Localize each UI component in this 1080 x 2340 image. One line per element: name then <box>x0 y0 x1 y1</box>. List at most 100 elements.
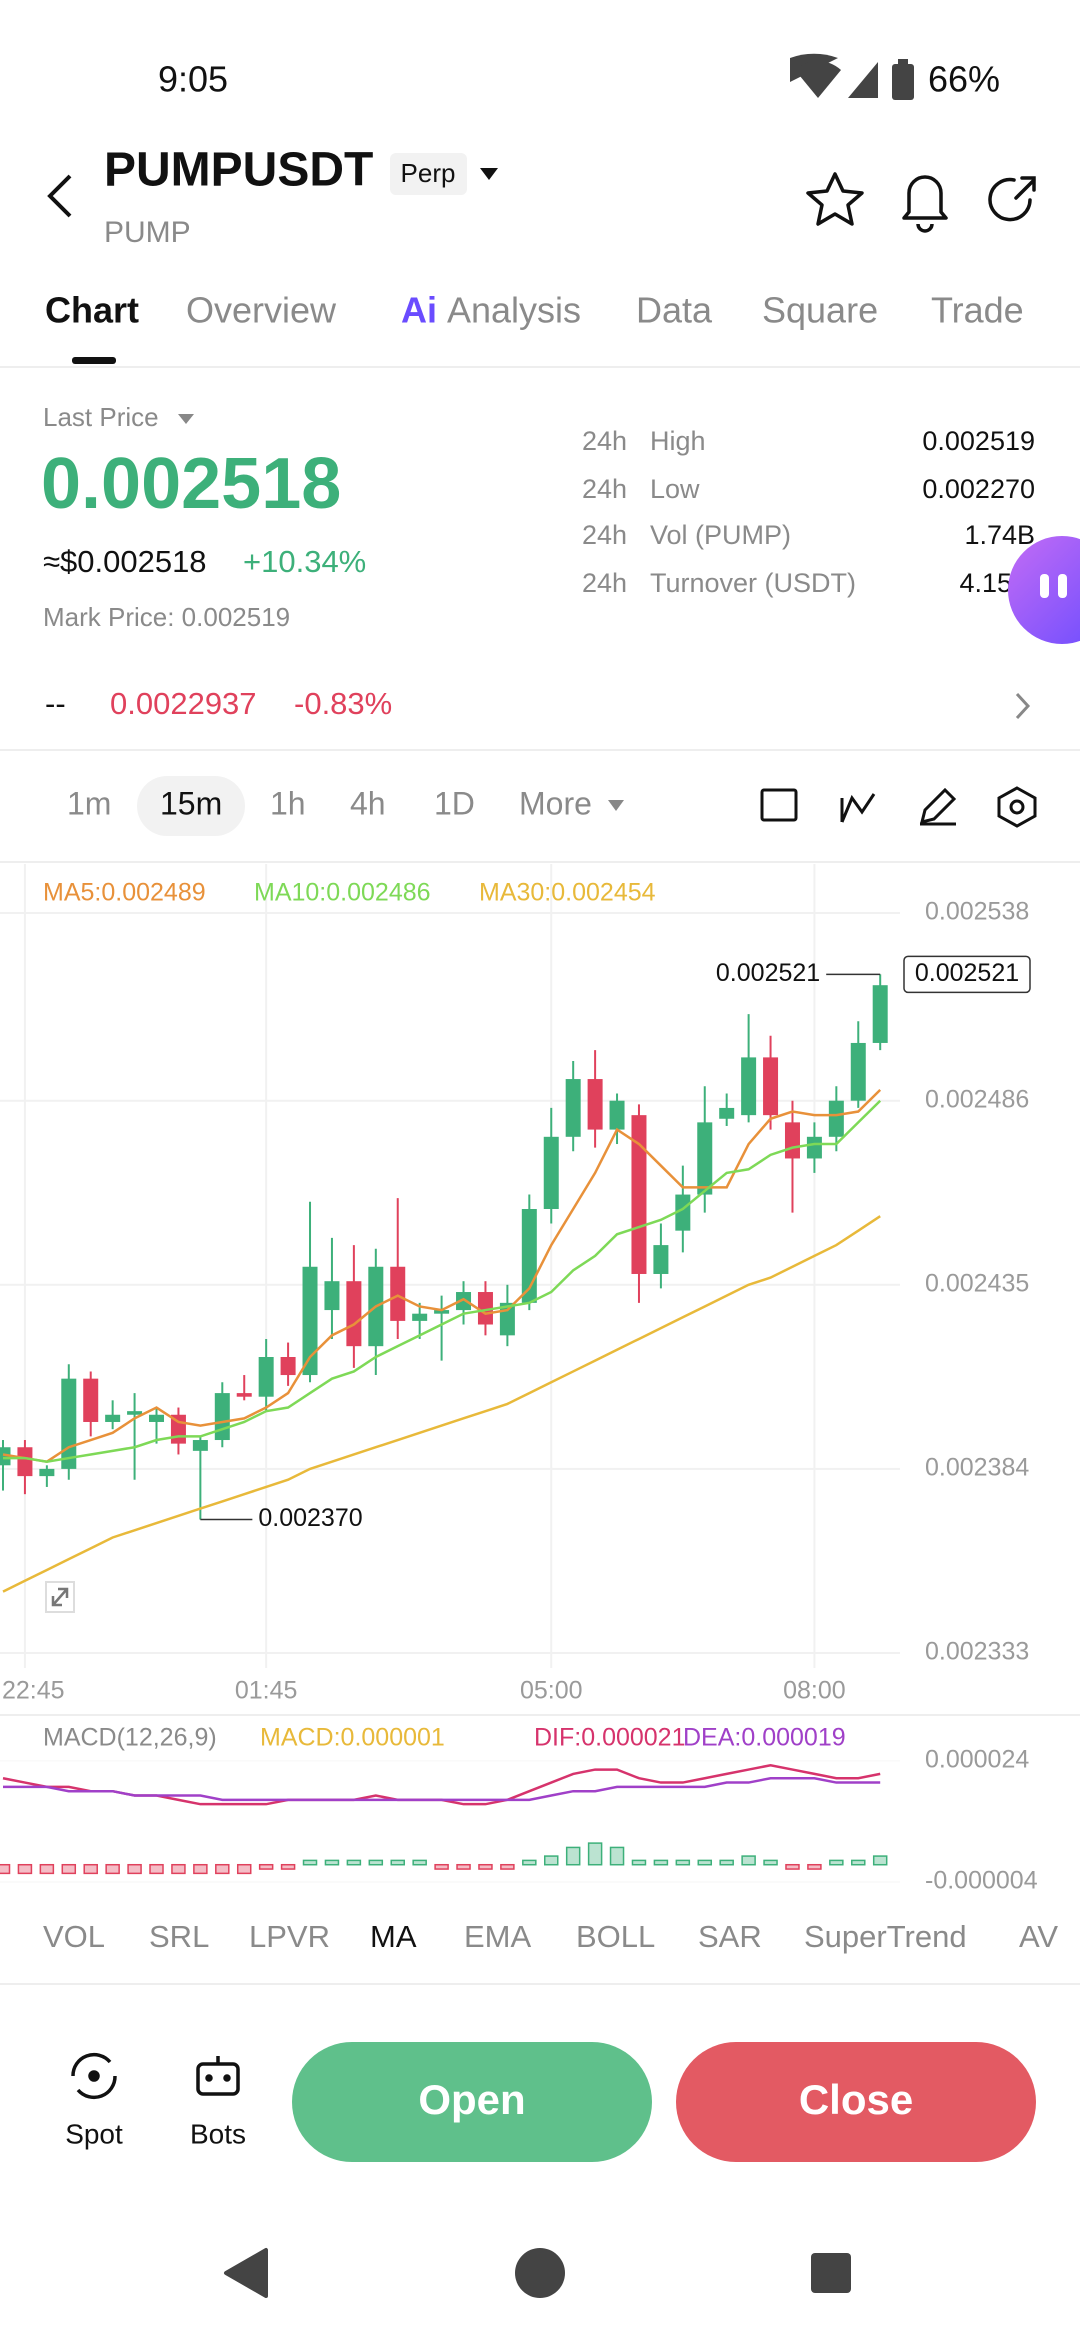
y-tick-label: 0.000024 <box>925 1746 1029 1774</box>
timeframe[interactable]: 1D <box>434 785 475 821</box>
macd-bar <box>587 1842 603 1866</box>
candle-body <box>17 1447 33 1477</box>
indicator-tab[interactable]: AV <box>1019 1919 1058 1954</box>
indicator-tab[interactable]: VOL <box>43 1919 105 1954</box>
favorite-button[interactable] <box>806 172 864 226</box>
status-time: 9:05 <box>158 59 228 100</box>
settings-tool[interactable] <box>997 786 1037 828</box>
last-price-dropdown[interactable] <box>178 414 194 424</box>
indicator-tab[interactable]: SRL <box>149 1919 209 1954</box>
battery-percent: 66% <box>928 59 1000 100</box>
open-label[interactable]: Open <box>418 2076 525 2123</box>
tab-trade[interactable]: Trade <box>931 290 1024 331</box>
macd-bar <box>236 1863 252 1875</box>
macd-bar <box>544 1855 559 1866</box>
indicator-tab[interactable]: SuperTrend <box>804 1919 967 1954</box>
macd-bar <box>785 1863 800 1870</box>
macd-line <box>3 1776 881 1802</box>
candle-body <box>39 1468 55 1477</box>
bots-icon[interactable] <box>196 2056 240 2096</box>
nav-recents[interactable] <box>811 2253 851 2293</box>
badge-dropdown[interactable] <box>480 168 498 180</box>
funding-change: -0.83% <box>294 686 392 721</box>
indicator-tool[interactable] <box>840 793 876 823</box>
candle-body <box>302 1266 318 1376</box>
candle-body <box>61 1378 77 1469</box>
macd-bar <box>807 1863 822 1870</box>
indicator-tab[interactable]: LPVR <box>249 1919 330 1954</box>
candle-body <box>412 1313 428 1321</box>
funding-rate: 0.0022937 <box>110 686 257 721</box>
fullscreen-tool[interactable] <box>760 788 798 822</box>
macd-bar <box>61 1863 77 1875</box>
assistant-bubble[interactable] <box>1008 536 1080 644</box>
tab-data[interactable]: Data <box>636 290 713 331</box>
timeframe-more[interactable]: More <box>519 785 592 821</box>
tab-square[interactable]: Square <box>762 290 878 331</box>
stat-label: Turnover (USDT) <box>650 568 856 598</box>
open-button[interactable] <box>292 2042 652 2162</box>
close-button[interactable] <box>676 2042 1036 2162</box>
macd-chart: MACD(12,26,9) MACD:0.000001 DIF:0.000021DE… <box>0 1724 1038 1895</box>
tab-chart[interactable]: Chart <box>45 290 139 331</box>
timeframe[interactable]: 1h <box>270 785 306 821</box>
indicator-tab[interactable]: SAR <box>698 1919 762 1954</box>
timeframe-active[interactable]: 15m <box>160 785 222 821</box>
candle-body <box>609 1100 625 1130</box>
indicator-tab[interactable]: BOLL <box>576 1919 655 1954</box>
nav-home[interactable] <box>515 2248 565 2298</box>
macd-bar <box>697 1859 713 1866</box>
candle-body <box>346 1281 362 1347</box>
bots-label[interactable]: Bots <box>190 2118 246 2149</box>
ma-legend: MA10:0.002486 <box>254 879 431 907</box>
stat-period: 24h <box>582 520 627 550</box>
timeframe[interactable]: 1m <box>67 785 111 821</box>
indicator-tab[interactable]: MA <box>370 1919 417 1954</box>
macd-bar <box>280 1863 296 1870</box>
high-annotation: 0.002521 <box>716 959 820 987</box>
macd-bar <box>149 1863 164 1875</box>
share-button[interactable] <box>988 176 1036 222</box>
candle-body <box>872 985 888 1043</box>
macd-bar <box>872 1855 888 1866</box>
macd-legend: DIF:0.000021 <box>534 1724 686 1752</box>
y-tick-label: 0.002435 <box>925 1269 1029 1297</box>
tab-analysis[interactable]: Analysis <box>447 290 581 331</box>
macd-bar <box>390 1859 405 1866</box>
nav-back[interactable] <box>224 2248 268 2298</box>
macd-bar <box>719 1859 734 1866</box>
candle-body <box>434 1310 450 1314</box>
timeframe-active-bg <box>137 776 245 836</box>
spot-label[interactable]: Spot <box>65 2118 123 2149</box>
candle-body <box>236 1393 252 1397</box>
macd-bar <box>302 1859 318 1866</box>
macd-title: MACD(12,26,9) <box>43 1724 217 1752</box>
candle-body <box>828 1100 844 1137</box>
price-chart: 0.002538 0.002486 0.002435 0.002384 0.002333… <box>0 864 1031 1705</box>
stat-period: 24h <box>582 426 627 456</box>
stat-period: 24h <box>582 568 627 598</box>
usd-price: ≈$0.002518 <box>43 544 207 579</box>
macd-bar <box>565 1846 581 1866</box>
funding-chevron[interactable] <box>1015 692 1031 720</box>
tab-overview[interactable]: Overview <box>186 290 337 331</box>
more-dropdown[interactable] <box>608 800 624 811</box>
macd-bar <box>171 1863 186 1875</box>
chart-tools <box>760 786 1037 828</box>
back-button[interactable] <box>47 174 72 218</box>
spot-icon[interactable] <box>71 2052 117 2100</box>
timeframe[interactable]: 4h <box>350 785 386 821</box>
macd-bar <box>83 1863 98 1875</box>
ma-legend: MA30:0.002454 <box>479 879 656 907</box>
close-label[interactable]: Close <box>799 2076 913 2123</box>
candle-body <box>280 1357 296 1376</box>
alert-button[interactable] <box>902 175 948 233</box>
macd-bar <box>258 1863 274 1870</box>
status-icons <box>790 53 914 100</box>
x-tick-label: 01:45 <box>235 1677 298 1705</box>
perp-badge[interactable]: Perp <box>401 158 456 188</box>
last-price-label[interactable]: Last Price <box>43 402 159 432</box>
draw-tool[interactable] <box>919 787 957 826</box>
indicator-tab[interactable]: EMA <box>464 1919 532 1954</box>
